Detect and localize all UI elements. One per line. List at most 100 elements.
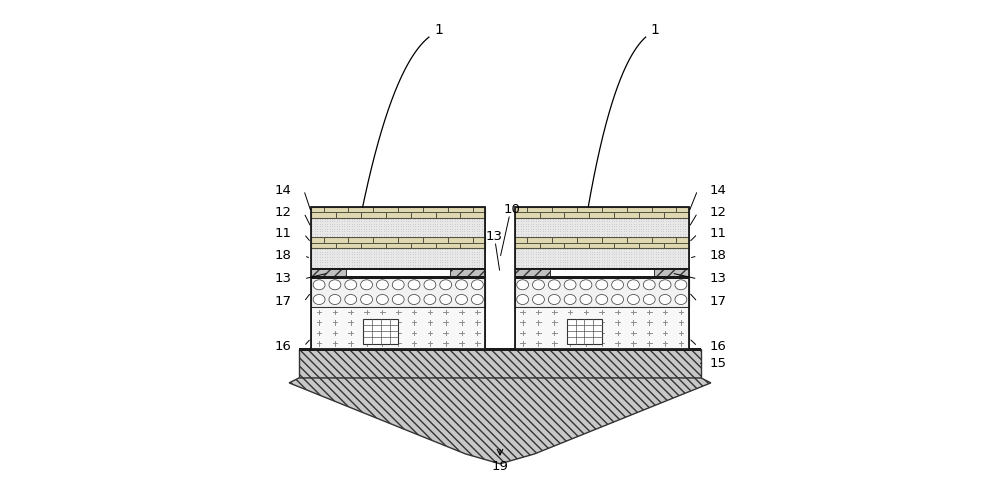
Bar xyxy=(527,237,552,243)
Point xyxy=(515,215,531,223)
Point xyxy=(444,253,460,261)
Point xyxy=(363,246,379,253)
Point xyxy=(312,250,328,258)
Point xyxy=(366,258,382,266)
Point xyxy=(555,250,571,258)
Point xyxy=(334,225,350,233)
Point xyxy=(599,230,615,238)
Point xyxy=(412,250,428,258)
Point xyxy=(579,232,595,240)
Point xyxy=(618,253,634,261)
Bar xyxy=(515,207,689,218)
Point xyxy=(439,227,455,235)
Point xyxy=(432,246,448,253)
Point xyxy=(528,222,544,230)
Point xyxy=(540,261,556,269)
Point xyxy=(545,258,561,266)
Point xyxy=(599,232,615,240)
Point xyxy=(469,232,485,240)
Point xyxy=(537,215,553,223)
Point xyxy=(540,253,556,261)
Point xyxy=(579,222,595,230)
Point xyxy=(464,222,480,230)
Point xyxy=(429,261,445,269)
Point xyxy=(331,222,347,230)
Point xyxy=(339,255,355,263)
Point xyxy=(425,258,441,266)
Point xyxy=(513,258,529,266)
Ellipse shape xyxy=(456,295,467,305)
Point xyxy=(336,220,352,228)
Point xyxy=(665,215,681,223)
Point xyxy=(371,227,387,235)
Point xyxy=(569,232,585,240)
Point xyxy=(439,232,455,240)
Point xyxy=(461,217,477,225)
Point xyxy=(680,220,696,228)
Point xyxy=(672,253,688,261)
Point xyxy=(555,230,571,238)
Point xyxy=(665,232,681,240)
Point xyxy=(476,250,492,258)
Point xyxy=(545,232,561,240)
Point xyxy=(324,230,340,238)
Point xyxy=(461,227,477,235)
Point xyxy=(589,217,605,225)
Point xyxy=(523,227,539,235)
Point xyxy=(667,250,683,258)
Point xyxy=(368,246,384,253)
Point xyxy=(444,232,460,240)
Point xyxy=(594,215,610,223)
Point xyxy=(643,250,659,258)
Point xyxy=(469,258,485,266)
Point xyxy=(555,220,571,228)
Point xyxy=(444,217,460,225)
Point xyxy=(552,230,568,238)
Point xyxy=(635,255,651,263)
Point xyxy=(464,261,480,269)
Point xyxy=(461,222,477,230)
Point xyxy=(307,217,323,225)
Point xyxy=(432,225,448,233)
Point xyxy=(569,261,585,269)
Point xyxy=(658,227,674,235)
Point xyxy=(559,246,575,253)
Point xyxy=(601,230,617,238)
Point xyxy=(336,246,352,253)
Point xyxy=(562,220,578,228)
Point xyxy=(528,255,544,263)
Point xyxy=(528,248,544,256)
Point xyxy=(449,217,465,225)
Point xyxy=(388,225,404,233)
Point xyxy=(658,215,674,223)
Point xyxy=(623,232,639,240)
Point xyxy=(383,253,399,261)
Point xyxy=(582,255,598,263)
Point xyxy=(643,220,659,228)
Point xyxy=(363,230,379,238)
Ellipse shape xyxy=(517,280,529,290)
Point xyxy=(405,248,421,256)
Point xyxy=(567,220,583,228)
Point xyxy=(559,258,575,266)
Point xyxy=(660,258,676,266)
Point xyxy=(322,246,338,253)
Point xyxy=(427,263,443,271)
Point xyxy=(667,227,683,235)
Point xyxy=(388,255,404,263)
Point xyxy=(412,215,428,223)
Point xyxy=(402,227,418,235)
Point xyxy=(349,248,365,256)
Point xyxy=(402,253,418,261)
Point xyxy=(564,246,580,253)
Point xyxy=(650,227,666,235)
Point xyxy=(415,225,431,233)
Point xyxy=(513,261,529,269)
Point xyxy=(412,258,428,266)
Point xyxy=(334,230,350,238)
Point xyxy=(378,250,394,258)
Point xyxy=(672,248,688,256)
Point xyxy=(520,222,536,230)
Point xyxy=(407,225,423,233)
Point xyxy=(454,230,470,238)
